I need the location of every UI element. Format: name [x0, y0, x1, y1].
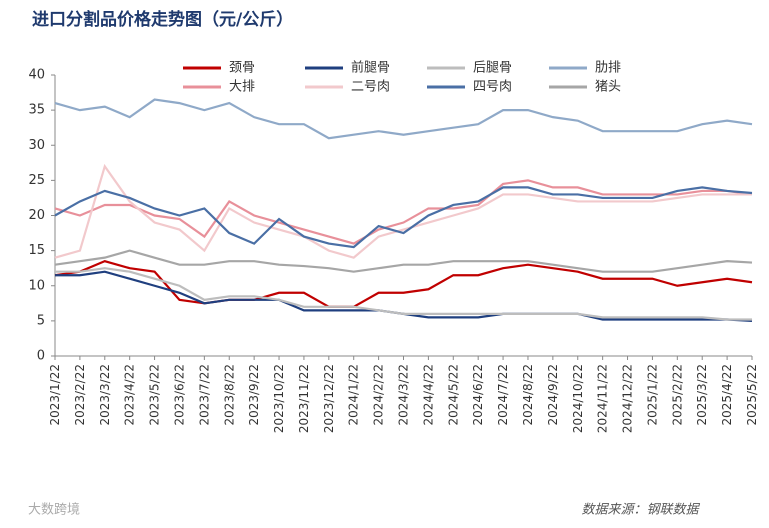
legend-label: 后腿骨	[473, 61, 512, 76]
x-tick-label: 2025/3/22	[695, 364, 709, 426]
x-tick-label: 2023/10/22	[272, 364, 286, 433]
x-tick-label: 2024/5/22	[446, 364, 460, 426]
x-tick-label: 2024/2/22	[372, 364, 386, 426]
x-tick-label: 2025/1/22	[645, 364, 659, 426]
x-tick-label: 2023/1/22	[48, 364, 62, 426]
series-line	[54, 163, 752, 259]
legend-label: 肋排	[595, 61, 621, 76]
legend-label: 四号肉	[473, 80, 512, 95]
x-tick-label: 2023/3/22	[98, 364, 112, 426]
x-tick-label: 2024/6/22	[471, 364, 485, 426]
x-tick-label: 2025/4/22	[720, 364, 734, 426]
y-tick-label: 40	[28, 68, 45, 83]
series-line	[54, 249, 753, 273]
x-tick-label: 2025/2/22	[670, 364, 684, 426]
source: 数据来源：钢联数据	[581, 503, 700, 518]
series-line	[54, 186, 753, 249]
series-line	[54, 98, 753, 140]
y-tick-label: 5	[37, 313, 45, 328]
x-tick-label: 2024/4/22	[421, 364, 435, 426]
x-tick-label: 2024/1/22	[347, 364, 361, 426]
x-tick-label: 2023/11/22	[297, 364, 311, 433]
series-line	[54, 179, 753, 245]
x-tick-label: 2023/8/22	[222, 364, 236, 426]
x-tick-label: 2024/3/22	[397, 364, 411, 426]
series-line	[55, 267, 752, 321]
brand: 大数跨境	[28, 503, 80, 518]
x-tick-label: 2023/7/22	[197, 364, 211, 426]
y-tick-label: 30	[28, 138, 45, 153]
legend-label: 猪头	[595, 80, 621, 95]
y-tick-label: 10	[28, 278, 45, 293]
x-tick-label: 2024/10/22	[571, 364, 585, 433]
x-tick-label: 2024/9/22	[546, 364, 560, 426]
legend-label: 颈骨	[229, 61, 255, 76]
x-tick-label: 2023/4/22	[123, 364, 137, 426]
x-tick-label: 2023/5/22	[148, 364, 162, 426]
x-tick-label: 2024/8/22	[521, 364, 535, 426]
chart-title: 进口分割品价格走势图（元/公斤）	[32, 9, 293, 30]
x-tick-label: 2023/6/22	[172, 364, 186, 426]
y-tick-label: 0	[37, 349, 45, 364]
x-tick-label: 2023/12/22	[322, 364, 336, 433]
y-tick-label: 15	[28, 243, 45, 258]
x-tick-label: 2023/9/22	[247, 364, 261, 426]
x-tick-label: 2024/11/22	[596, 364, 610, 433]
x-tick-label: 2025/5/22	[745, 364, 759, 426]
legend-label: 二号肉	[351, 80, 390, 95]
legend-label: 大排	[229, 80, 255, 95]
y-tick-label: 25	[28, 173, 45, 188]
legend-label: 前腿骨	[351, 60, 390, 76]
x-tick-label: 2024/7/22	[496, 364, 510, 426]
x-tick-label: 2024/12/22	[621, 364, 635, 433]
y-tick-label: 35	[28, 103, 45, 118]
x-tick-label: 2023/2/22	[73, 364, 87, 426]
y-tick-label: 20	[28, 208, 45, 223]
series-line	[54, 259, 753, 308]
